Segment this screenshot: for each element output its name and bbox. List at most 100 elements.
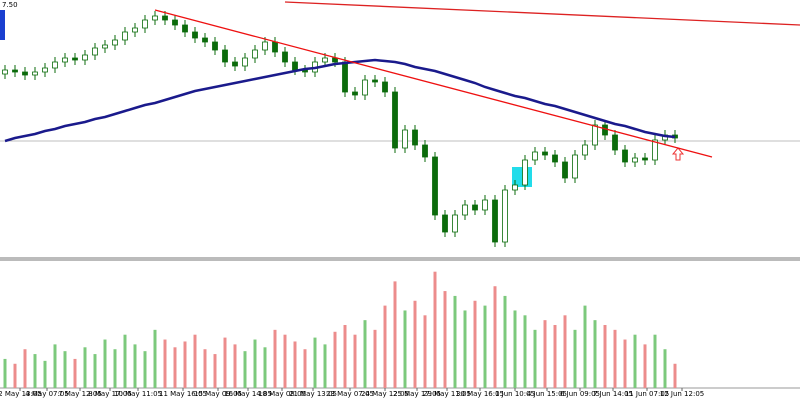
candle-body (2, 69, 8, 75)
moving-average (4, 58, 676, 143)
candle-body (212, 41, 218, 51)
candle-body (252, 49, 258, 59)
volume-bar (133, 344, 137, 388)
candle-body (282, 51, 288, 63)
volume-bar (153, 329, 157, 388)
volume-bar (543, 320, 547, 388)
candle-body (492, 199, 498, 243)
candle-body (42, 67, 48, 73)
x-tick-label: 24 May 12:05 (361, 390, 409, 398)
x-tick-label: 25 May 17:05 (393, 390, 441, 398)
candle-body (162, 15, 168, 21)
volume-bar (313, 337, 317, 388)
volume-bar (493, 286, 497, 388)
candle-body (552, 154, 558, 163)
volume-bar (363, 320, 367, 388)
candle-body (462, 204, 468, 216)
volume-bar (243, 351, 247, 388)
volume-bar (163, 339, 167, 388)
candle-body (472, 204, 478, 211)
volume-bar (213, 354, 217, 388)
candle-body (632, 157, 638, 163)
x-tick-label: 7 Jun 14:05 (593, 390, 633, 398)
candle-body (372, 79, 378, 83)
volume-bar (533, 329, 537, 388)
x-tick-label: 4 May 07:05 (25, 390, 69, 398)
x-tick-label: 23 May 07:05 (326, 390, 374, 398)
panel-separator (0, 257, 800, 261)
candle-body (342, 61, 348, 93)
volume-bar (423, 315, 427, 388)
candle-body (192, 31, 198, 39)
candle-body (522, 159, 528, 186)
x-tick-label: 21 May 13:05 (289, 390, 337, 398)
candle-body (582, 144, 588, 156)
candle-body (142, 19, 148, 29)
volume-bar (573, 329, 577, 388)
volume-bar (633, 334, 637, 388)
x-tick-label: 4 Jun 15:05 (527, 390, 567, 398)
candle-body (392, 91, 398, 149)
volume-bar (73, 358, 77, 388)
candle-body (542, 151, 548, 156)
candle-body (132, 27, 138, 33)
candle-body (622, 149, 628, 163)
volume-bar (623, 339, 627, 388)
candle-body (202, 37, 208, 43)
volume-bar (583, 305, 587, 388)
candle-body (72, 57, 78, 61)
candle-body (62, 57, 68, 63)
volume-bar (93, 354, 97, 388)
volume-bar (123, 334, 127, 388)
candle-body (242, 57, 248, 67)
candle-body (82, 54, 88, 61)
candle-body (262, 41, 268, 51)
volume-bar (403, 310, 407, 388)
x-tick-label: 12 Jun 12:05 (660, 390, 704, 398)
candle-body (172, 19, 178, 26)
volume-bar (63, 351, 67, 388)
volume-bar (653, 334, 657, 388)
volume-bar (173, 347, 177, 388)
x-tick-label: 18 May 08:05 (258, 390, 306, 398)
candle-body (572, 154, 578, 179)
volume-bar (413, 300, 417, 388)
x-tick-label: 11 Jun 07:05 (625, 390, 669, 398)
arrow-signal (671, 147, 685, 161)
volume-bar (673, 363, 677, 388)
volume-bar (483, 305, 487, 388)
candle-body (22, 71, 28, 76)
volume-bar (613, 329, 617, 388)
candle-body (52, 61, 58, 69)
candle-body (182, 24, 188, 33)
candle-body (272, 41, 278, 53)
x-tick-label: 29 May 11:05 (423, 390, 471, 398)
volume-bar (563, 315, 567, 388)
volume-bar (203, 349, 207, 388)
volume-bar (373, 329, 377, 388)
volume-bar (443, 291, 447, 388)
candle-body (562, 161, 568, 179)
volume-bar (503, 295, 507, 388)
volume-bar (53, 344, 57, 388)
candle-body (362, 79, 368, 96)
volume-bar (233, 344, 237, 388)
candle-body (112, 39, 118, 46)
x-tick-label: 15 May 09:05 (194, 390, 242, 398)
volume-bar (263, 347, 267, 388)
volume-bar (433, 271, 437, 388)
volume-bar (293, 341, 297, 388)
y-tick-label: 7.50 (2, 1, 18, 9)
candle-body (292, 61, 298, 71)
volume-bar (393, 281, 397, 388)
candle-body (652, 139, 658, 161)
volume-bar (193, 334, 197, 388)
volume-bar (513, 310, 517, 388)
candle-body (222, 49, 228, 63)
volume-bar (83, 347, 87, 388)
candle-body (122, 31, 128, 41)
x-tick-label: 10 May 11:05 (114, 390, 162, 398)
volume-bar (143, 351, 147, 388)
volume-bar (463, 310, 467, 388)
